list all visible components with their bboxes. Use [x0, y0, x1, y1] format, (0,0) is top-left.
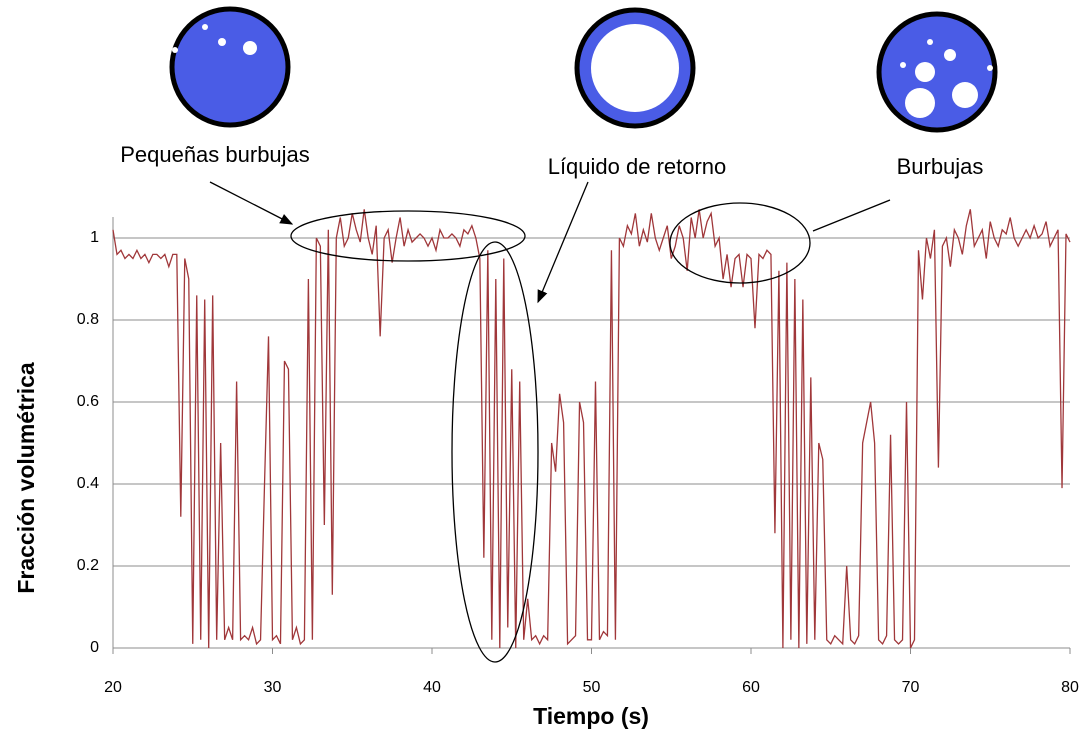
y-tick-label: 0 — [90, 639, 99, 656]
pipe-icons — [169, 6, 998, 133]
y-tick-label: 0.4 — [77, 475, 99, 492]
y-tick-label: 1 — [90, 229, 99, 246]
annotation: Líquido de retorno — [548, 154, 727, 179]
y-tick-label: 0.6 — [77, 393, 99, 410]
x-tick-label: 30 — [264, 679, 282, 696]
x-tick-label: 70 — [902, 679, 920, 696]
y-tick-label: 0.8 — [77, 311, 99, 328]
y-tick-label: 0.2 — [77, 557, 99, 574]
plot-area: 0 0.2 0.4 0.6 0.8 1 20 30 40 50 60 70 80 — [77, 209, 1079, 696]
x-axis-label: Tiempo (s) — [533, 703, 649, 729]
annotation-shapes — [209, 181, 891, 663]
y-axis-label: Fracción volumétrica — [13, 362, 39, 594]
x-tick-label: 60 — [742, 679, 760, 696]
x-tick-label: 80 — [1061, 679, 1079, 696]
annotation: Burbujas — [897, 154, 984, 179]
x-tick-label: 20 — [104, 679, 122, 696]
x-tick-label: 40 — [423, 679, 441, 696]
annotation: Pequeñas burbujas — [120, 142, 310, 167]
data-line — [112, 209, 1071, 649]
x-tick-label: 50 — [583, 679, 601, 696]
